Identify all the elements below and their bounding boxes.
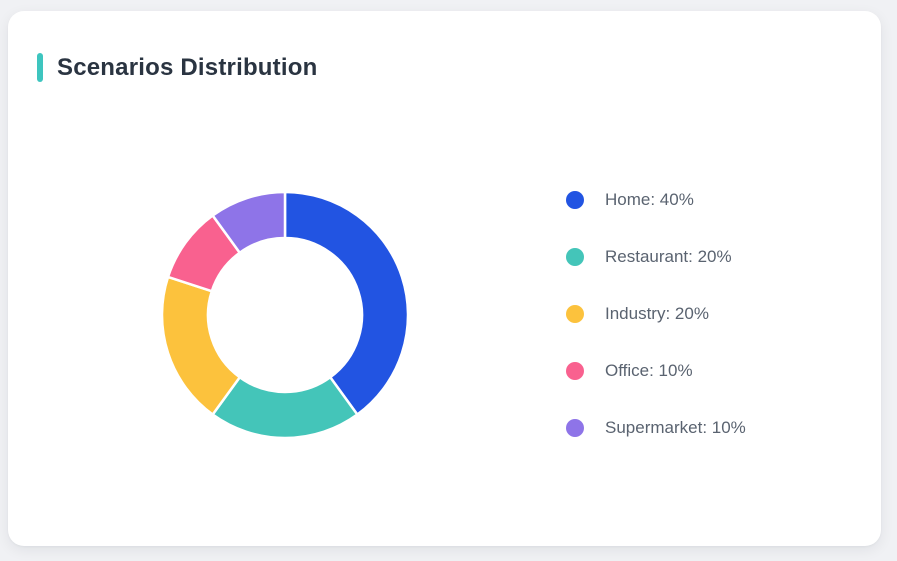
legend-dot-supermarket [566, 419, 584, 437]
scenarios-distribution-card: Scenarios Distribution Home: 40% Restaura… [8, 11, 881, 546]
legend-item-restaurant[interactable]: Restaurant: 20% [566, 245, 746, 269]
card-header: Scenarios Distribution [37, 53, 317, 82]
legend-dot-home [566, 191, 584, 209]
donut-chart [160, 190, 410, 440]
title-accent-bar [37, 53, 43, 82]
legend-label-restaurant: Restaurant: 20% [605, 247, 732, 266]
legend-label-industry: Industry: 20% [605, 304, 709, 323]
donut-segment-industry[interactable] [160, 275, 241, 416]
legend-label-home: Home: 40% [605, 190, 694, 209]
legend-dot-industry [566, 305, 584, 323]
legend-label-office: Office: 10% [605, 361, 693, 380]
legend-dot-restaurant [566, 248, 584, 266]
legend-item-supermarket[interactable]: Supermarket: 10% [566, 416, 746, 440]
page-title: Scenarios Distribution [57, 53, 318, 81]
legend-label-supermarket: Supermarket: 10% [605, 418, 746, 437]
legend-item-industry[interactable]: Industry: 20% [566, 302, 746, 326]
donut-segment-supermarket[interactable] [211, 190, 287, 254]
legend-item-office[interactable]: Office: 10% [566, 359, 746, 383]
legend-item-home[interactable]: Home: 40% [566, 188, 746, 212]
donut-segment-home[interactable] [283, 190, 410, 416]
legend-dot-office [566, 362, 584, 380]
donut-chart-svg [160, 190, 410, 440]
chart-legend: Home: 40% Restaurant: 20% Industry: 20% Off… [566, 188, 746, 473]
